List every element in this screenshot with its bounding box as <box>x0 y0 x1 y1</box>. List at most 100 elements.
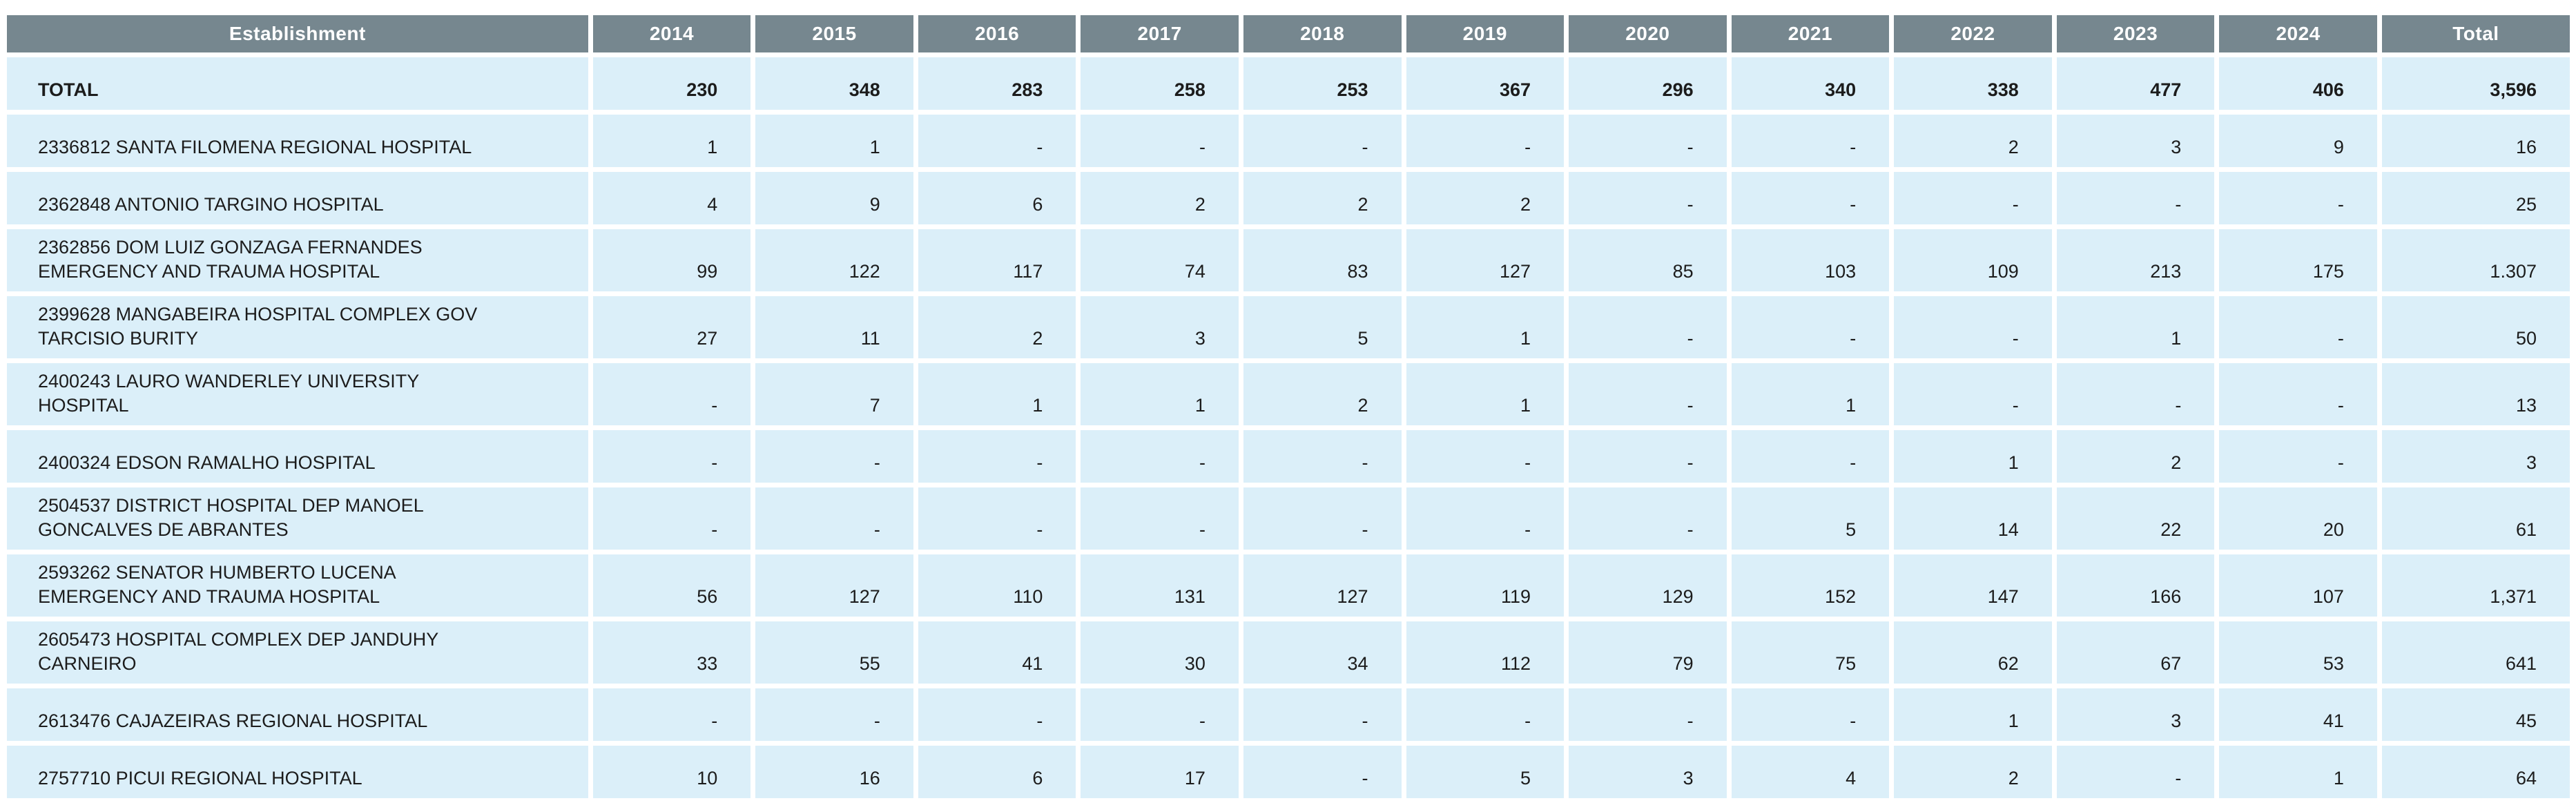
value-cell: - <box>1731 172 1890 224</box>
establishment-cell: 2362856 DOM LUIZ GONZAGA FERNANDES EMERG… <box>7 229 588 291</box>
value-cell: 2 <box>1081 172 1239 224</box>
value-cell: - <box>1894 363 2052 425</box>
value-cell: - <box>755 487 913 550</box>
column-header-2022: 2022 <box>1894 15 2052 52</box>
value-cell: 7 <box>755 363 913 425</box>
establishment-cell: 2613476 CAJAZEIRAS REGIONAL HOSPITAL <box>7 688 588 741</box>
value-cell: 110 <box>918 554 1076 617</box>
value-cell: 213 <box>2056 229 2215 291</box>
value-cell: 119 <box>1406 554 1565 617</box>
value-cell: 1 <box>1894 688 2052 741</box>
value-cell: 152 <box>1731 554 1890 617</box>
column-header-2014: 2014 <box>592 15 751 52</box>
value-cell: 33 <box>592 621 751 684</box>
value-cell: 131 <box>1081 554 1239 617</box>
table-row: 2757710 PICUI REGIONAL HOSPITAL 10 16 6 17-5… <box>7 746 2570 798</box>
value-cell: - <box>1569 430 1727 483</box>
value-cell: 16 <box>2381 115 2570 167</box>
value-cell: 127 <box>755 554 913 617</box>
value-cell: - <box>592 430 751 483</box>
value-cell: 1 <box>1406 363 1565 425</box>
value-cell: - <box>1569 363 1727 425</box>
value-cell: 175 <box>2219 229 2377 291</box>
value-cell: - <box>2219 172 2377 224</box>
header-row: Establishment 2014 2015 2016 2017 2018 2019 202… <box>7 15 2570 52</box>
value-cell: 112 <box>1406 621 1565 684</box>
value-cell: 45 <box>2381 688 2570 741</box>
value-cell: - <box>1894 172 2052 224</box>
column-header-2024: 2024 <box>2219 15 2377 52</box>
value-cell: 1 <box>1406 296 1565 358</box>
value-cell: 129 <box>1569 554 1727 617</box>
value-cell: - <box>1731 296 1890 358</box>
value-cell: 85 <box>1569 229 1727 291</box>
value-cell: 3,596 <box>2381 57 2570 110</box>
value-cell: - <box>1569 115 1727 167</box>
value-cell: 3 <box>2056 115 2215 167</box>
value-cell: - <box>1731 430 1890 483</box>
value-cell: - <box>1731 688 1890 741</box>
value-cell: 6 <box>918 746 1076 798</box>
value-cell: 34 <box>1243 621 1402 684</box>
value-cell: 166 <box>2056 554 2215 617</box>
value-cell: 9 <box>2219 115 2377 167</box>
column-header-2017: 2017 <box>1081 15 1239 52</box>
value-cell: 122 <box>755 229 913 291</box>
value-cell: 56 <box>592 554 751 617</box>
table-row: 2605473 HOSPITAL COMPLEX DEP JANDUHY CAR… <box>7 621 2570 684</box>
value-cell: 5 <box>1243 296 1402 358</box>
column-header-2020: 2020 <box>1569 15 1727 52</box>
value-cell: 22 <box>2056 487 2215 550</box>
value-cell: 1 <box>1081 363 1239 425</box>
value-cell: 338 <box>1894 57 2052 110</box>
value-cell: 283 <box>918 57 1076 110</box>
value-cell: - <box>1243 746 1402 798</box>
establishment-cell: 2757710 PICUI REGIONAL HOSPITAL <box>7 746 588 798</box>
establishment-cell: 2399628 MANGABEIRA HOSPITAL COMPLEX GOV … <box>7 296 588 358</box>
value-cell: - <box>1569 487 1727 550</box>
value-cell: 25 <box>2381 172 2570 224</box>
value-cell: - <box>2219 430 2377 483</box>
value-cell: - <box>2056 172 2215 224</box>
value-cell: 1 <box>1731 363 1890 425</box>
column-header-total: Total <box>2381 15 2570 52</box>
value-cell: 16 <box>755 746 913 798</box>
value-cell: 258 <box>1081 57 1239 110</box>
value-cell: 4 <box>1731 746 1890 798</box>
column-header-2019: 2019 <box>1406 15 1565 52</box>
value-cell: 50 <box>2381 296 2570 358</box>
value-cell: 75 <box>1731 621 1890 684</box>
value-cell: 14 <box>1894 487 2052 550</box>
value-cell: 641 <box>2381 621 2570 684</box>
value-cell: 103 <box>1731 229 1890 291</box>
value-cell: - <box>592 688 751 741</box>
value-cell: 41 <box>2219 688 2377 741</box>
establishment-cell: TOTAL <box>7 57 588 110</box>
value-cell: 2 <box>1406 172 1565 224</box>
value-cell: 1,371 <box>2381 554 2570 617</box>
value-cell: 74 <box>1081 229 1239 291</box>
value-cell: - <box>1569 172 1727 224</box>
value-cell: 2 <box>1243 363 1402 425</box>
column-header-2015: 2015 <box>755 15 913 52</box>
value-cell: - <box>2056 363 2215 425</box>
value-cell: - <box>1243 487 1402 550</box>
value-cell: 62 <box>1894 621 2052 684</box>
establishment-cell: 2336812 SANTA FILOMENA REGIONAL HOSPITAL <box>7 115 588 167</box>
value-cell: - <box>1406 487 1565 550</box>
value-cell: - <box>2219 363 2377 425</box>
value-cell: 83 <box>1243 229 1402 291</box>
value-cell: 127 <box>1243 554 1402 617</box>
value-cell: 253 <box>1243 57 1402 110</box>
value-cell: 230 <box>592 57 751 110</box>
value-cell: 41 <box>918 621 1076 684</box>
value-cell: - <box>1406 430 1565 483</box>
table-row: 2504537 DISTRICT HOSPITAL DEP MANOEL GON… <box>7 487 2570 550</box>
table-row: 2400324 EDSON RAMALHO HOSPITAL - - - - - - - -1 2… <box>7 430 2570 483</box>
value-cell: 13 <box>2381 363 2570 425</box>
column-header-establishment: Establishment <box>7 15 588 52</box>
value-cell: - <box>918 430 1076 483</box>
establishment-cell: 2400324 EDSON RAMALHO HOSPITAL <box>7 430 588 483</box>
value-cell: - <box>2056 746 2215 798</box>
value-cell: - <box>592 363 751 425</box>
